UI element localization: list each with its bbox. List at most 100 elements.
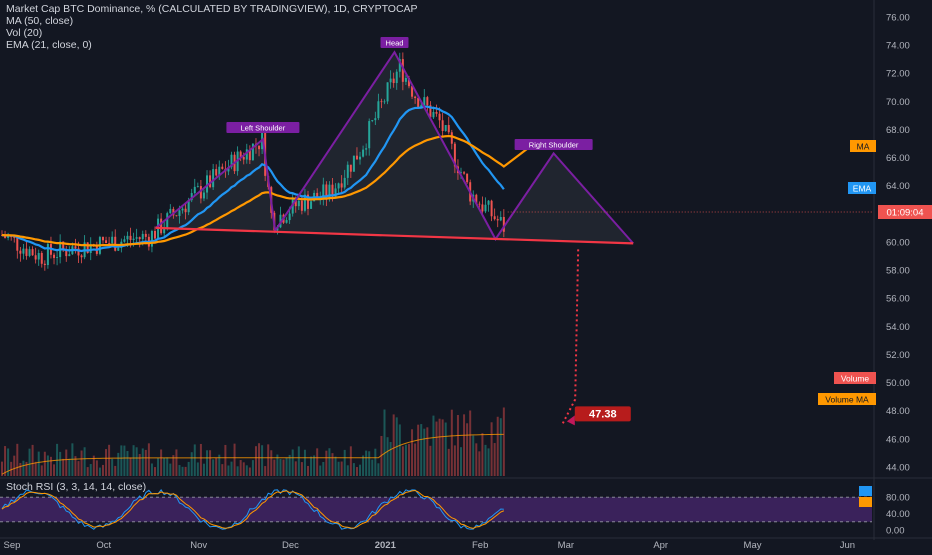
- candle-body: [411, 86, 414, 97]
- y-axis-tick: 64.00: [886, 181, 910, 192]
- volume-bar: [132, 445, 135, 476]
- volume-bar: [114, 465, 117, 476]
- candle-body: [163, 227, 166, 234]
- volume-bar: [62, 458, 65, 476]
- volume-bar: [46, 455, 49, 476]
- volume-bar: [435, 421, 438, 476]
- volume-bar: [254, 446, 257, 476]
- candle-body: [251, 143, 254, 161]
- volume-bar: [199, 443, 202, 476]
- projection-line: [561, 249, 580, 424]
- candle-body: [331, 184, 334, 197]
- volume-bar: [303, 449, 306, 476]
- volume-bar: [166, 457, 169, 476]
- candle-body: [144, 233, 147, 237]
- candle-body: [4, 235, 7, 238]
- pattern-outline: [155, 50, 634, 245]
- volume-bar: [37, 451, 40, 476]
- volume-bar: [432, 415, 435, 476]
- candle-body: [108, 243, 111, 244]
- candle-body: [334, 188, 337, 197]
- volume-bar: [453, 445, 456, 476]
- candle-body: [310, 201, 313, 209]
- volume-bar: [138, 454, 141, 476]
- volume-badge: Volume: [841, 374, 870, 384]
- volume-bar: [101, 464, 104, 476]
- volume-bar: [25, 461, 28, 476]
- candle-body: [285, 220, 288, 223]
- y-axis-tick: 66.00: [886, 153, 910, 164]
- volume-bar: [80, 450, 83, 476]
- volume-bar: [239, 460, 242, 476]
- legend-ema: EMA (21, close, 0): [6, 39, 92, 51]
- volume-bar: [340, 461, 343, 476]
- stoch-axis-tick: 0.00: [886, 526, 905, 537]
- volume-bar: [95, 460, 98, 476]
- volume-bar: [383, 409, 386, 476]
- volume-bar: [7, 448, 10, 476]
- volume-bar: [316, 448, 319, 476]
- volume-bar: [334, 456, 337, 476]
- volume-bar: [224, 444, 227, 476]
- candle-body: [74, 246, 77, 249]
- volume-bar: [374, 448, 377, 476]
- volume-bar: [111, 458, 114, 476]
- volume-bar: [420, 424, 423, 476]
- legend-title: Market Cap BTC Dominance, % (CALCULATED …: [6, 3, 418, 15]
- candle-body: [101, 237, 104, 241]
- volume-bar: [77, 461, 80, 476]
- volume-bar: [65, 449, 68, 476]
- ema-line: [1, 105, 505, 253]
- volume-bar: [352, 463, 355, 476]
- candle-body: [435, 112, 438, 114]
- candle-body: [154, 230, 156, 239]
- candle-body: [349, 164, 352, 172]
- candle-body: [190, 193, 193, 201]
- candle-body: [426, 97, 429, 106]
- x-axis-tick: May: [744, 540, 762, 550]
- volume-bar: [242, 462, 245, 476]
- volume-bar: [426, 427, 429, 476]
- volume-bar: [398, 424, 401, 476]
- candle-body: [135, 237, 138, 239]
- candle-body: [447, 125, 450, 133]
- candle-body: [46, 243, 49, 266]
- volume-bar: [248, 467, 251, 476]
- candle-body: [28, 249, 31, 256]
- candle-body: [417, 98, 420, 108]
- volume-bar: [49, 456, 52, 476]
- volume-bar: [135, 447, 138, 476]
- volume-bar: [294, 461, 297, 476]
- candle-body: [362, 149, 365, 157]
- volume-bar: [392, 414, 395, 476]
- volume-badge-bg: [834, 372, 876, 384]
- volume-bar: [120, 445, 123, 476]
- volume-bar: [264, 466, 267, 476]
- volume-bar: [310, 456, 313, 476]
- volume-bar: [469, 410, 472, 476]
- candle-body: [414, 96, 417, 99]
- volume-bar: [450, 409, 453, 476]
- volume-bar: [487, 448, 490, 476]
- candle-body: [502, 217, 505, 232]
- volume-bar: [175, 449, 178, 476]
- candle-body: [359, 156, 362, 160]
- y-axis-tick: 70.00: [886, 97, 910, 108]
- candle-body: [371, 120, 374, 122]
- candle-body: [297, 200, 300, 207]
- volume-bar: [181, 466, 184, 476]
- candle-body: [300, 200, 303, 211]
- volume-bar: [40, 465, 43, 476]
- volume-bar: [187, 461, 190, 476]
- volume-bar: [169, 463, 172, 476]
- candle-body: [187, 200, 190, 213]
- y-axis-tick: 54.00: [886, 322, 910, 333]
- candle-body: [475, 194, 478, 204]
- volume-bar: [86, 467, 89, 476]
- candle-body: [86, 242, 89, 254]
- candle-body: [288, 213, 291, 221]
- candle-body: [150, 230, 153, 247]
- volume-bar: [160, 449, 163, 476]
